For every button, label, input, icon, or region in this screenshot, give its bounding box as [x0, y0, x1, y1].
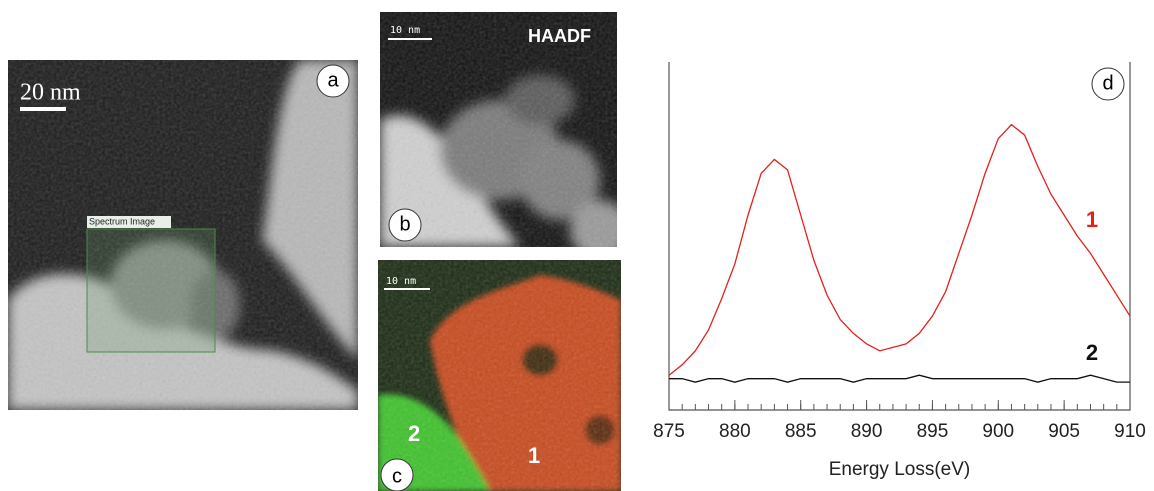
region-label: 2: [408, 421, 420, 446]
scale-bar-label: 20 nm: [20, 80, 81, 106]
x-tick-label: 895: [917, 421, 949, 442]
panel-label: a: [327, 69, 339, 91]
panel-label: b: [399, 213, 410, 235]
x-tick-label: 875: [653, 421, 685, 442]
x-axis-title: Energy Loss(eV): [829, 459, 971, 480]
panel-badge: [380, 458, 414, 491]
roi-label: Spectrum Image: [89, 216, 155, 226]
axis-frame: [668, 62, 1131, 411]
x-tick-label: 900: [982, 421, 1014, 442]
panel-c-image: [378, 260, 621, 491]
x-tick-label: 905: [1048, 421, 1080, 442]
spectrum-chart: 875 880 885 890 895 900 905 910 Energy Loss(eV) 1…: [653, 62, 1146, 480]
series-line: [669, 374, 1130, 383]
scale-bar-label: 10 nm: [390, 25, 420, 36]
x-tick-label: 910: [1114, 421, 1146, 442]
series-label: 2: [1086, 340, 1098, 365]
x-tick-label: 880: [719, 421, 751, 442]
panel-badge: [388, 208, 422, 242]
series-line: [668, 123, 1131, 376]
series-label: 1: [1086, 207, 1098, 232]
panel-label: d: [1102, 72, 1113, 94]
panel-label: c: [392, 465, 402, 487]
region-label: 1: [528, 443, 540, 468]
x-tick-label: 890: [851, 421, 883, 442]
x-tick-label: 885: [785, 421, 817, 442]
panel-badge: [1091, 67, 1125, 101]
panel-title: HAADF: [528, 26, 591, 46]
panel-badge: [316, 64, 350, 98]
scale-bar-label: 10 nm: [386, 276, 416, 287]
panel-b-image: [380, 12, 617, 247]
panel-a-image: [8, 60, 358, 410]
